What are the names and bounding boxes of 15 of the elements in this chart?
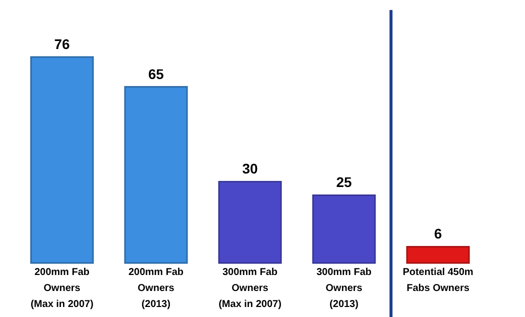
data-label: 65 <box>148 66 164 82</box>
bar <box>218 180 282 264</box>
x-tick-label: 300mm Fab Owners (Max in 2007) <box>218 267 282 310</box>
bar <box>124 86 188 264</box>
data-label: 25 <box>336 174 352 190</box>
x-tick-label: Potential 450m Fabs Owners <box>402 267 474 294</box>
bar <box>406 246 470 264</box>
x-tick-label: 200mm Fab Owners (2013) <box>128 267 184 310</box>
data-label: 76 <box>54 36 70 52</box>
x-tick-label: 300mm Fab Owners (2013) <box>316 267 372 310</box>
data-label: 6 <box>434 226 442 242</box>
data-label: 30 <box>242 160 258 177</box>
bar <box>30 56 94 264</box>
bar <box>312 194 376 264</box>
x-tick-label: 200mm Fab Owners (Max in 2007) <box>30 267 94 310</box>
